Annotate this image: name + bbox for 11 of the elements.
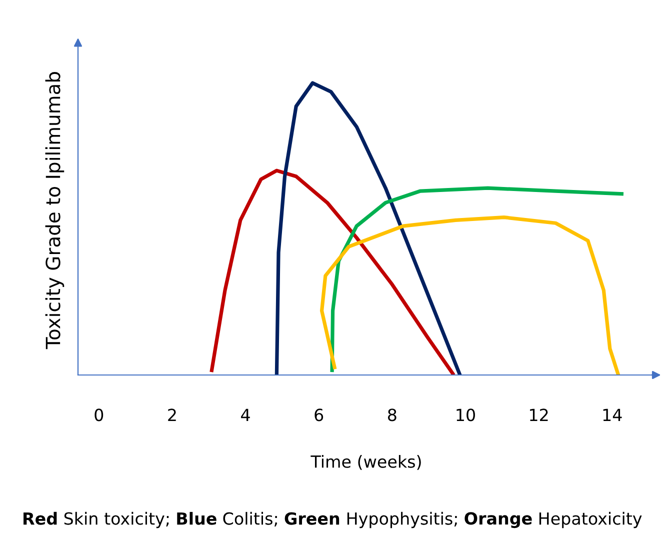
x-tick-label: 4 [241,408,250,421]
x-tick-label: 12 [530,408,548,421]
x-tick-label: 6 [314,408,324,422]
x-tick-label: 0 [94,408,104,422]
y-axis-title: Toxicity Grade to Ipilimumab [45,72,64,350]
x-axis-title: Time (weeks) [310,455,421,470]
x-tick-label: 8 [388,408,396,422]
x-tick-label: 14 [603,408,622,421]
x-tick-label: 10 [456,408,475,422]
text: Red Skin toxicity; Blue Colitis; Green Hypophysitis; Orange Hepatoxicity [24,512,642,528]
x-tick-label: 2 [168,408,176,421]
